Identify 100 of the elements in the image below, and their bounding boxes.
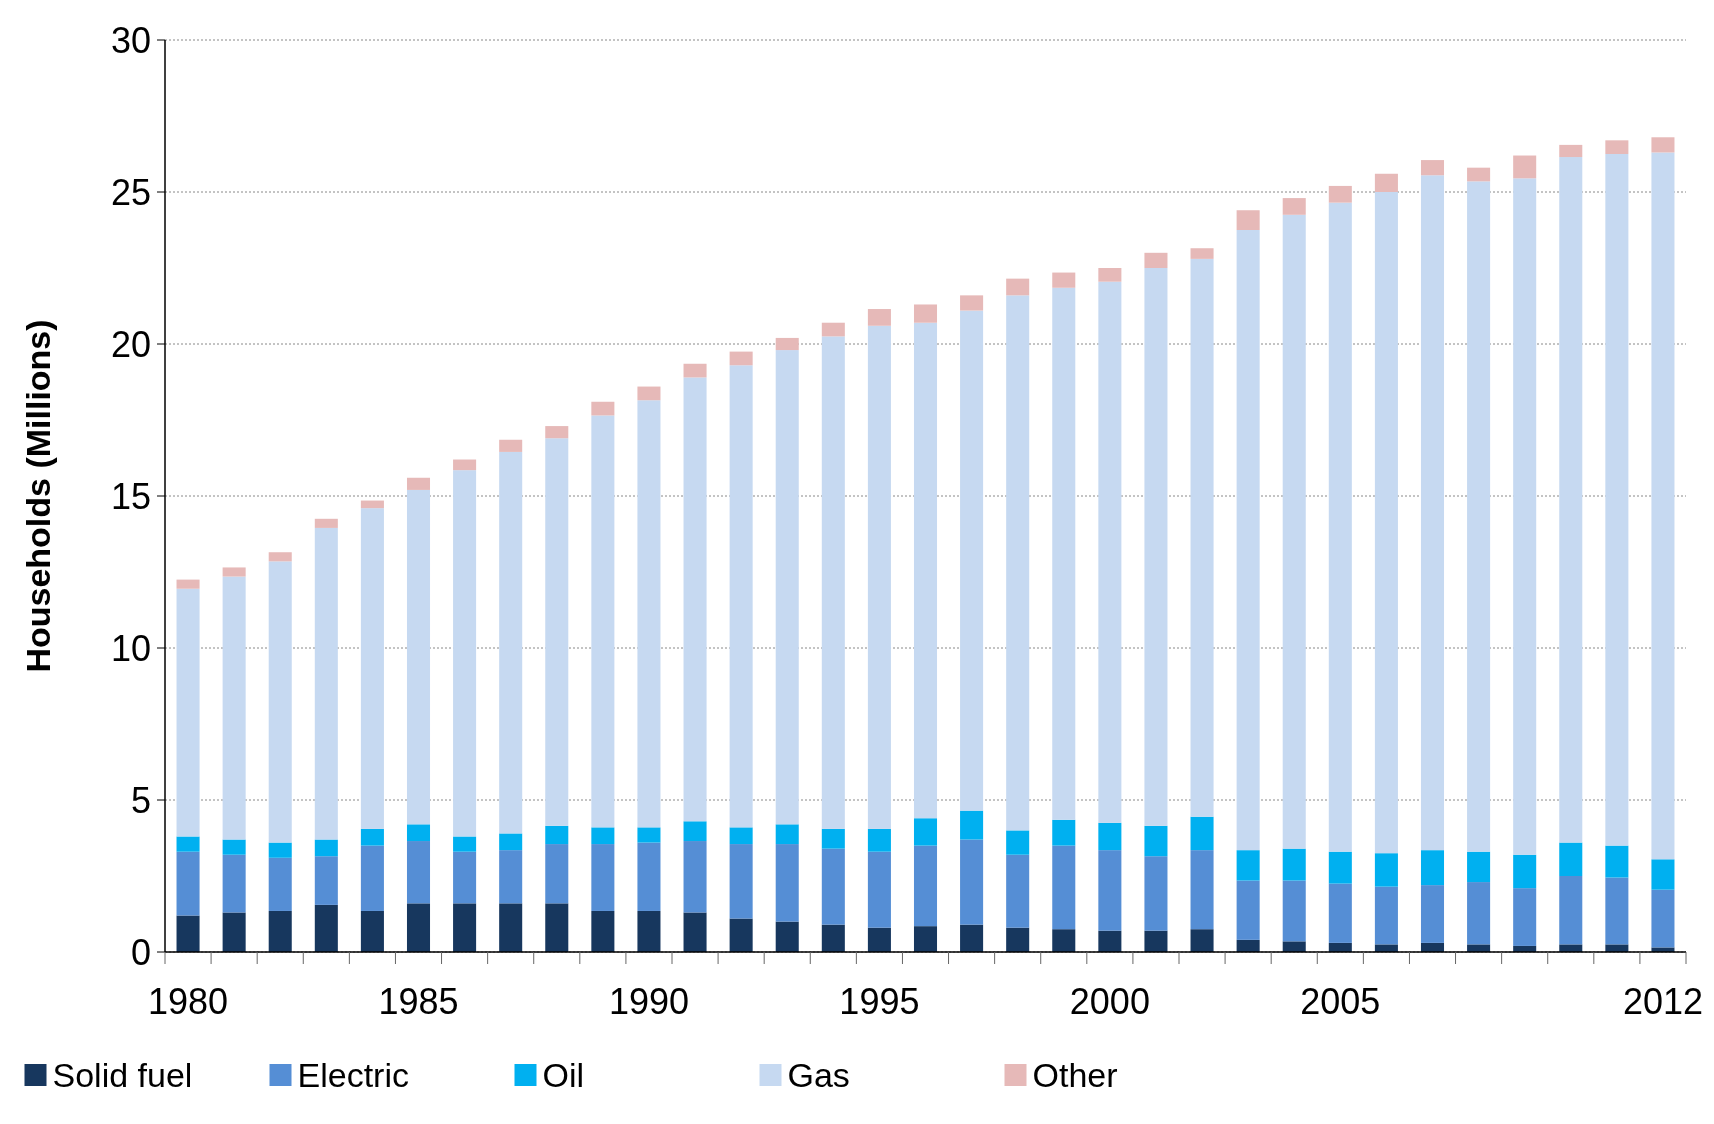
bar <box>1190 248 1214 259</box>
bar <box>1467 181 1491 852</box>
bar <box>775 844 799 922</box>
bar <box>1328 851 1352 884</box>
bar <box>499 903 523 952</box>
bar <box>1559 144 1583 158</box>
bar <box>1513 888 1537 946</box>
bar <box>1098 281 1122 823</box>
bar <box>545 825 569 845</box>
bar <box>637 827 661 843</box>
bar <box>913 322 938 819</box>
bar <box>1144 825 1168 857</box>
bar <box>1467 882 1491 945</box>
bar <box>453 903 477 952</box>
bar <box>683 377 707 822</box>
bar <box>1605 877 1629 945</box>
bar <box>1374 173 1398 192</box>
bar <box>1651 859 1675 890</box>
bar <box>637 400 661 828</box>
bar <box>406 841 431 904</box>
bar <box>268 561 292 843</box>
bar <box>775 350 799 825</box>
bar <box>1190 816 1214 851</box>
bar <box>1420 850 1445 886</box>
bar <box>1144 930 1168 952</box>
bar <box>268 857 292 911</box>
bar <box>821 336 845 829</box>
bar <box>1098 850 1122 931</box>
bar <box>591 844 615 911</box>
x-tick-label: 2000 <box>1069 981 1150 1022</box>
bar <box>1052 929 1076 952</box>
x-tick-label: 1980 <box>148 981 229 1022</box>
bar <box>1605 944 1629 952</box>
bar <box>1374 853 1398 887</box>
bar <box>637 386 661 401</box>
y-tick-label: 5 <box>130 779 151 821</box>
bar <box>775 337 799 351</box>
bar <box>1513 178 1537 855</box>
bar <box>406 824 431 842</box>
bar <box>821 322 845 337</box>
bar <box>453 470 477 837</box>
bar <box>1006 927 1030 952</box>
bar <box>913 818 938 846</box>
bar <box>1420 160 1445 176</box>
bar <box>1651 137 1675 153</box>
bar <box>1420 885 1445 943</box>
bar <box>222 567 246 577</box>
bar <box>867 325 891 829</box>
bar <box>1605 154 1629 846</box>
bar <box>1282 214 1306 849</box>
bar <box>360 508 384 829</box>
bar <box>1052 845 1076 930</box>
bar <box>1236 230 1260 851</box>
bar <box>867 309 891 326</box>
bar <box>821 924 845 952</box>
bar <box>775 824 799 845</box>
bar <box>637 842 661 911</box>
bar <box>1651 152 1675 860</box>
bar <box>1190 929 1214 952</box>
bar <box>1144 268 1168 826</box>
bar <box>637 910 661 952</box>
bar <box>406 489 431 825</box>
bar <box>222 854 246 913</box>
bar <box>1190 258 1214 817</box>
y-axis-title: Households (Millions) <box>19 319 57 673</box>
bar <box>1098 268 1122 282</box>
y-tick-label: 0 <box>130 931 151 973</box>
bar <box>1328 185 1352 203</box>
bar <box>1052 819 1076 846</box>
bar <box>1559 157 1583 843</box>
bar <box>683 363 707 378</box>
bar <box>1513 854 1537 889</box>
bar <box>222 912 246 952</box>
bar <box>499 833 523 851</box>
bar <box>591 910 615 952</box>
bar <box>1190 850 1214 930</box>
bar <box>960 810 984 840</box>
bar <box>1467 167 1491 182</box>
y-tick-label: 10 <box>110 627 151 669</box>
bar <box>406 477 431 490</box>
bar <box>545 438 569 826</box>
bar <box>176 836 200 852</box>
bar <box>222 839 246 855</box>
bar <box>1236 939 1260 952</box>
bar <box>176 588 200 837</box>
bar <box>1282 198 1306 215</box>
bar <box>729 365 753 828</box>
bar <box>453 851 477 904</box>
bar <box>499 439 523 452</box>
bar <box>867 851 891 928</box>
x-tick-label: 2005 <box>1300 981 1381 1022</box>
bar <box>960 310 984 811</box>
bar <box>729 918 753 952</box>
bar <box>1605 140 1629 154</box>
bar <box>176 851 200 916</box>
bar <box>1098 822 1122 851</box>
legend-label: Solid fuel <box>52 1055 193 1094</box>
bar <box>1006 830 1030 855</box>
bar <box>729 827 753 845</box>
bar <box>268 910 292 952</box>
